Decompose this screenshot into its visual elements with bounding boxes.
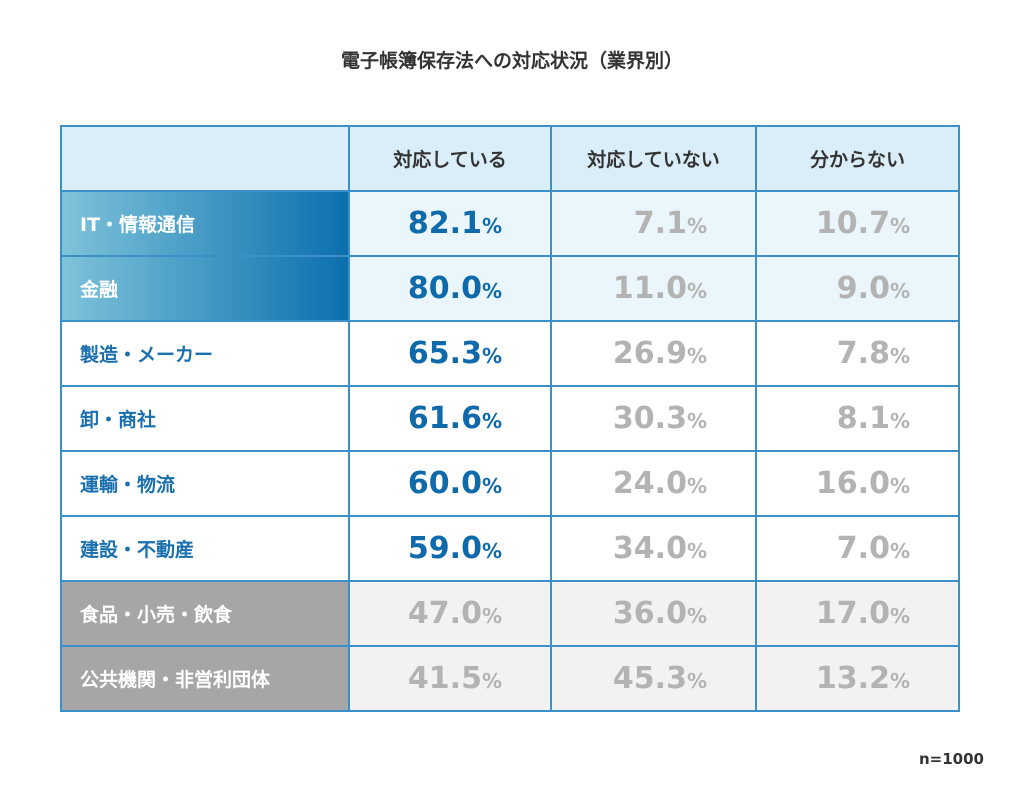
header-cell: 分からない: [755, 125, 960, 192]
header-cell: 対応している: [348, 125, 552, 192]
value-cell: 59.0%: [348, 515, 552, 582]
value-cell: 30.3%: [550, 385, 757, 452]
table-row: 運輸・物流 60.0% 24.0% 16.0%: [60, 450, 960, 517]
value-cell: 47.0%: [348, 580, 552, 647]
row-label: 金融: [60, 255, 350, 322]
sample-size: n=1000: [919, 750, 984, 768]
table-row: 製造・メーカー 65.3% 26.9% 7.8%: [60, 320, 960, 387]
value-cell: 80.0%: [348, 255, 552, 322]
table-row: 金融 80.0% 11.0% 9.0%: [60, 255, 960, 322]
value-cell: 8.1%: [755, 385, 960, 452]
value-cell: 26.9%: [550, 320, 757, 387]
row-label: 運輸・物流: [60, 450, 350, 517]
row-label: 公共機関・非営利団体: [60, 645, 350, 712]
value-cell: 11.0%: [550, 255, 757, 322]
value-cell: 61.6%: [348, 385, 552, 452]
row-label: 建設・不動産: [60, 515, 350, 582]
title: 電子帳簿保存法への対応状況（業界別）: [340, 50, 683, 72]
value-cell: 13.2%: [755, 645, 960, 712]
row-label: IT・情報通信: [60, 190, 350, 257]
table: 対応している 対応していない 分からない IT・情報通信 82.1% 7.1% 10.7%…: [60, 125, 960, 712]
table-row: 建設・不動産 59.0% 34.0% 7.0%: [60, 515, 960, 582]
value-cell: 82.1%: [348, 190, 552, 257]
header-cell: [60, 125, 350, 192]
value-cell: 41.5%: [348, 645, 552, 712]
value-cell: 7.0%: [755, 515, 960, 582]
value-cell: 45.3%: [550, 645, 757, 712]
value-cell: 36.0%: [550, 580, 757, 647]
row-label: 製造・メーカー: [60, 320, 350, 387]
table-row: 公共機関・非営利団体 41.5% 45.3% 13.2%: [60, 645, 960, 712]
value-cell: 60.0%: [348, 450, 552, 517]
table-row: 卸・商社 61.6% 30.3% 8.1%: [60, 385, 960, 452]
value-cell: 17.0%: [755, 580, 960, 647]
table-row: 食品・小売・飲食 47.0% 36.0% 17.0%: [60, 580, 960, 647]
value-cell: 9.0%: [755, 255, 960, 322]
value-cell: 34.0%: [550, 515, 757, 582]
value-cell: 7.8%: [755, 320, 960, 387]
value-cell: 10.7%: [755, 190, 960, 257]
row-label: 食品・小売・飲食: [60, 580, 350, 647]
value-cell: 16.0%: [755, 450, 960, 517]
row-label: 卸・商社: [60, 385, 350, 452]
header-row: 対応している 対応していない 分からない: [60, 125, 960, 192]
value-cell: 24.0%: [550, 450, 757, 517]
value-cell: 7.1%: [550, 190, 757, 257]
header-cell: 対応していない: [550, 125, 757, 192]
table-row: IT・情報通信 82.1% 7.1% 10.7%: [60, 190, 960, 257]
value-cell: 65.3%: [348, 320, 552, 387]
